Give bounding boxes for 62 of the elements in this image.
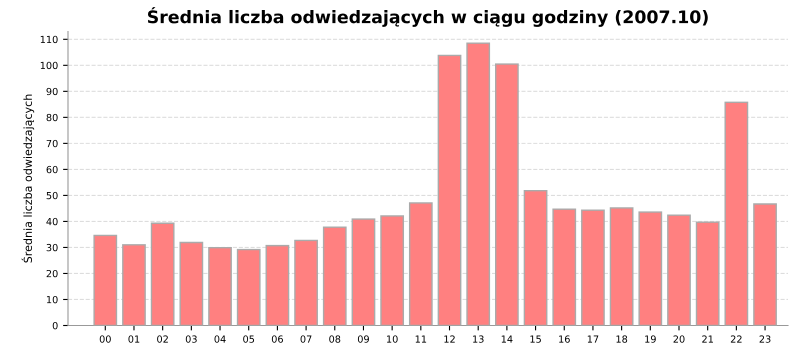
bar (208, 247, 232, 326)
x-tick-label: 14 (502, 336, 513, 343)
x-tick-label: 20 (674, 335, 685, 343)
x-tick-label: 05 (243, 335, 254, 343)
x-tick-label: 10 (387, 335, 398, 343)
bar (408, 202, 433, 326)
x-tick-label: 09 (358, 335, 369, 343)
bar (294, 240, 318, 326)
x-tick-label: 13 (473, 335, 484, 343)
bar (667, 214, 691, 326)
x-tick-label: 22 (730, 335, 742, 343)
bar (179, 242, 204, 326)
x-tick-label: 12 (444, 335, 455, 343)
bar (495, 63, 519, 326)
x-tick-label: 00 (100, 335, 111, 343)
y-tick-label: 90 (46, 88, 58, 96)
x-tick-label: 08 (329, 335, 340, 343)
bar (753, 203, 777, 326)
bar (552, 208, 576, 326)
bar (322, 226, 347, 326)
chart-title: Średnia liczba odwiedzających w ciągu godziny (2007.10) (148, 7, 708, 27)
bar (638, 211, 662, 326)
bar (352, 218, 376, 326)
bar (524, 190, 548, 326)
y-tick-label: 70 (46, 140, 58, 148)
x-tick-label: 04 (214, 335, 226, 343)
x-tick-label: 06 (272, 335, 283, 343)
y-tick-label: 30 (46, 244, 58, 252)
x-tick-label: 19 (645, 335, 656, 343)
y-tick-label: 20 (46, 270, 58, 278)
bar (150, 222, 175, 326)
y-tick-label: 10 (46, 296, 58, 304)
x-tick-label: 02 (157, 335, 168, 343)
bar (122, 244, 146, 326)
x-tick-label: 01 (128, 335, 140, 343)
y-tick-label: 80 (46, 114, 58, 122)
x-tick-label: 21 (702, 335, 713, 343)
bar (610, 207, 634, 326)
x-tick-label: 15 (530, 336, 541, 343)
bar (581, 210, 605, 326)
y-axis-title: Średnia liczba odwiedzających (22, 94, 34, 263)
x-tick-label: 11 (416, 336, 426, 343)
x-tick-label: 07 (300, 335, 312, 343)
y-tick-label: 100 (40, 62, 58, 70)
bar (696, 222, 720, 326)
y-tick-label: 110 (40, 36, 58, 44)
bar (380, 215, 404, 326)
y-tick-label: 0 (52, 322, 58, 330)
y-tick-label: 60 (46, 166, 58, 174)
x-tick-label: 23 (760, 335, 770, 343)
x-tick-label: 03 (186, 335, 197, 343)
bar (236, 248, 261, 326)
bar (724, 102, 748, 326)
bar (266, 244, 290, 326)
x-tick-label: 17 (588, 336, 598, 343)
bar (466, 42, 490, 326)
x-tick-label: 16 (559, 335, 570, 343)
y-tick-label: 50 (46, 192, 58, 200)
bar (93, 234, 118, 326)
bar (438, 54, 462, 326)
x-tick-label: 18 (616, 335, 628, 343)
y-tick-label: 40 (46, 218, 58, 226)
